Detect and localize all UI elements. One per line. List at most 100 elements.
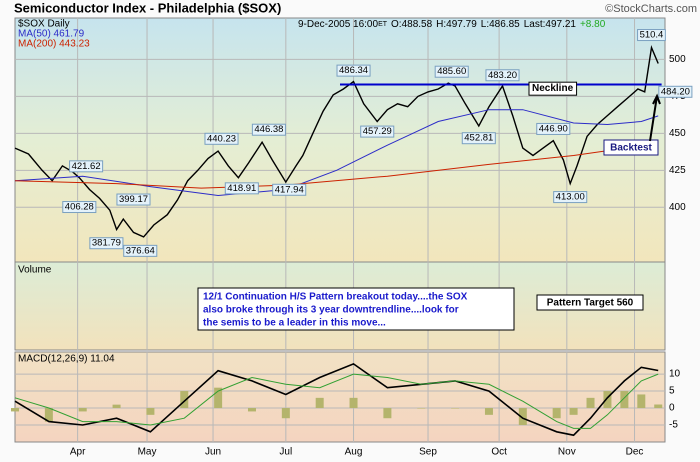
- histogram-bar: [180, 391, 189, 409]
- histogram-bar: [146, 408, 155, 415]
- price-label: 486.34: [339, 65, 368, 76]
- price-label-box: [272, 183, 307, 196]
- y-tick-label: 5: [669, 386, 675, 397]
- price-panel: [14, 17, 666, 263]
- note-line: also broke through its 3 year downtrendl…: [203, 305, 459, 316]
- price-label: 413.00: [556, 192, 585, 203]
- price-label-box: [336, 64, 371, 77]
- x-tick-label: May: [138, 447, 157, 458]
- histogram-bar: [603, 391, 612, 409]
- price-label-box: [536, 122, 571, 135]
- histogram-bar: [11, 408, 19, 412]
- labels: AprMayJunJulAugSepOctNovDec4004254504755…: [18, 19, 693, 458]
- macd-title: MACD(12,26,9) 11.04: [18, 354, 115, 365]
- price-label-box: [116, 193, 151, 206]
- price-label: 381.79: [92, 238, 121, 249]
- price-label: 418.91: [227, 183, 256, 194]
- histogram-bar: [44, 408, 53, 422]
- price-label-box: [251, 123, 286, 136]
- macd-line: [14, 373, 659, 429]
- series-line: [14, 45, 659, 238]
- neckline-box: [528, 81, 578, 96]
- target-box: [536, 294, 644, 311]
- neckline-label: Neckline: [532, 83, 574, 94]
- price-label: 483.20: [488, 70, 517, 81]
- series-line: [14, 109, 659, 197]
- backtest-label: Backtest: [610, 143, 652, 154]
- histogram-bar: [586, 397, 595, 409]
- histogram-bar: [654, 404, 663, 409]
- note-line: 12/1 Continuation H/S Pattern breakout t…: [203, 292, 468, 303]
- histogram-bar: [518, 408, 527, 426]
- price-label-box: [658, 85, 693, 98]
- series-line: [14, 142, 659, 189]
- histogram-bar: [417, 408, 426, 409]
- histogram-bar: [552, 408, 561, 419]
- y-tick-label: 0: [669, 403, 675, 414]
- price-label-box: [434, 65, 469, 78]
- histogram-bar: [484, 408, 493, 415]
- y-tick-label: 400: [669, 202, 686, 213]
- price-label: 440.23: [207, 133, 236, 144]
- header-info: 9-Dec-2005 16:00ET O:488.58 H:497.79 L:486.…: [298, 19, 606, 30]
- price-label-box: [485, 69, 520, 82]
- price-label-box: [360, 125, 395, 138]
- price-label: 485.60: [437, 66, 466, 77]
- price-label-box: [123, 244, 158, 257]
- price-label-box: [637, 29, 666, 42]
- price-label-box: [89, 237, 124, 250]
- x-tick-label: Jul: [279, 447, 292, 458]
- price-label: 510.4: [640, 30, 664, 41]
- price-label-box: [553, 191, 588, 204]
- price-label: 446.38: [254, 124, 283, 135]
- note-line: the semis to be a leader in this move...: [203, 318, 386, 329]
- histogram-bar: [247, 408, 256, 412]
- x-tick-label: Aug: [345, 447, 363, 458]
- price-label: 446.90: [539, 123, 568, 134]
- price-label: 457.29: [363, 126, 392, 137]
- price-label-box: [224, 182, 259, 195]
- price-label: 452.81: [464, 133, 493, 144]
- target-label: Pattern Target 560: [547, 298, 634, 309]
- macd-line: [14, 362, 659, 437]
- histogram-bar: [349, 397, 358, 409]
- legend-entry: $SOX Daily: [18, 19, 70, 30]
- chart-title: Semiconductor Index - Philadelphia ($SOX…: [14, 0, 281, 15]
- source: ©StockCharts.com: [605, 3, 697, 15]
- histogram-bar: [637, 394, 646, 409]
- histogram-bar: [383, 408, 392, 419]
- date: 9-Dec-2005 16:00: [298, 19, 378, 30]
- histogram-bar: [214, 387, 223, 409]
- price-label: 421.62: [72, 161, 101, 172]
- y-tick-label: 10: [669, 369, 681, 380]
- volume-title: Volume: [18, 265, 52, 276]
- price-label: 417.94: [275, 184, 304, 195]
- price-label: 406.28: [65, 202, 94, 213]
- backtest-arrow: [649, 93, 661, 142]
- x-tick-label: Oct: [491, 447, 507, 458]
- histogram-bar: [112, 404, 121, 409]
- price-label-box: [62, 201, 97, 214]
- x-tick-label: Dec: [626, 447, 644, 458]
- y-tick-label: 500: [669, 54, 686, 65]
- histogram-bar: [451, 408, 460, 409]
- histogram-bar: [78, 408, 87, 412]
- last: Last:497.21: [524, 19, 577, 30]
- legend-entry: MA(200) 443.23: [18, 39, 90, 50]
- y-tick-label: 425: [669, 165, 686, 176]
- price-label-box: [204, 132, 239, 145]
- y-tick-label: 450: [669, 128, 686, 139]
- price-label-box: [69, 160, 104, 173]
- legend-entry: MA(50) 461.79: [18, 29, 85, 40]
- histogram-bar: [281, 408, 290, 419]
- y-tick-label: -5: [669, 420, 678, 431]
- price-label: 376.64: [126, 245, 155, 256]
- marks: [11, 45, 663, 437]
- price-label: 484.20: [661, 86, 690, 97]
- histogram-bar: [315, 397, 324, 409]
- x-tick-label: Apr: [70, 447, 86, 458]
- change: +8.80: [580, 19, 606, 30]
- price-label: 399.17: [119, 194, 148, 205]
- x-tick-label: Sep: [419, 447, 437, 458]
